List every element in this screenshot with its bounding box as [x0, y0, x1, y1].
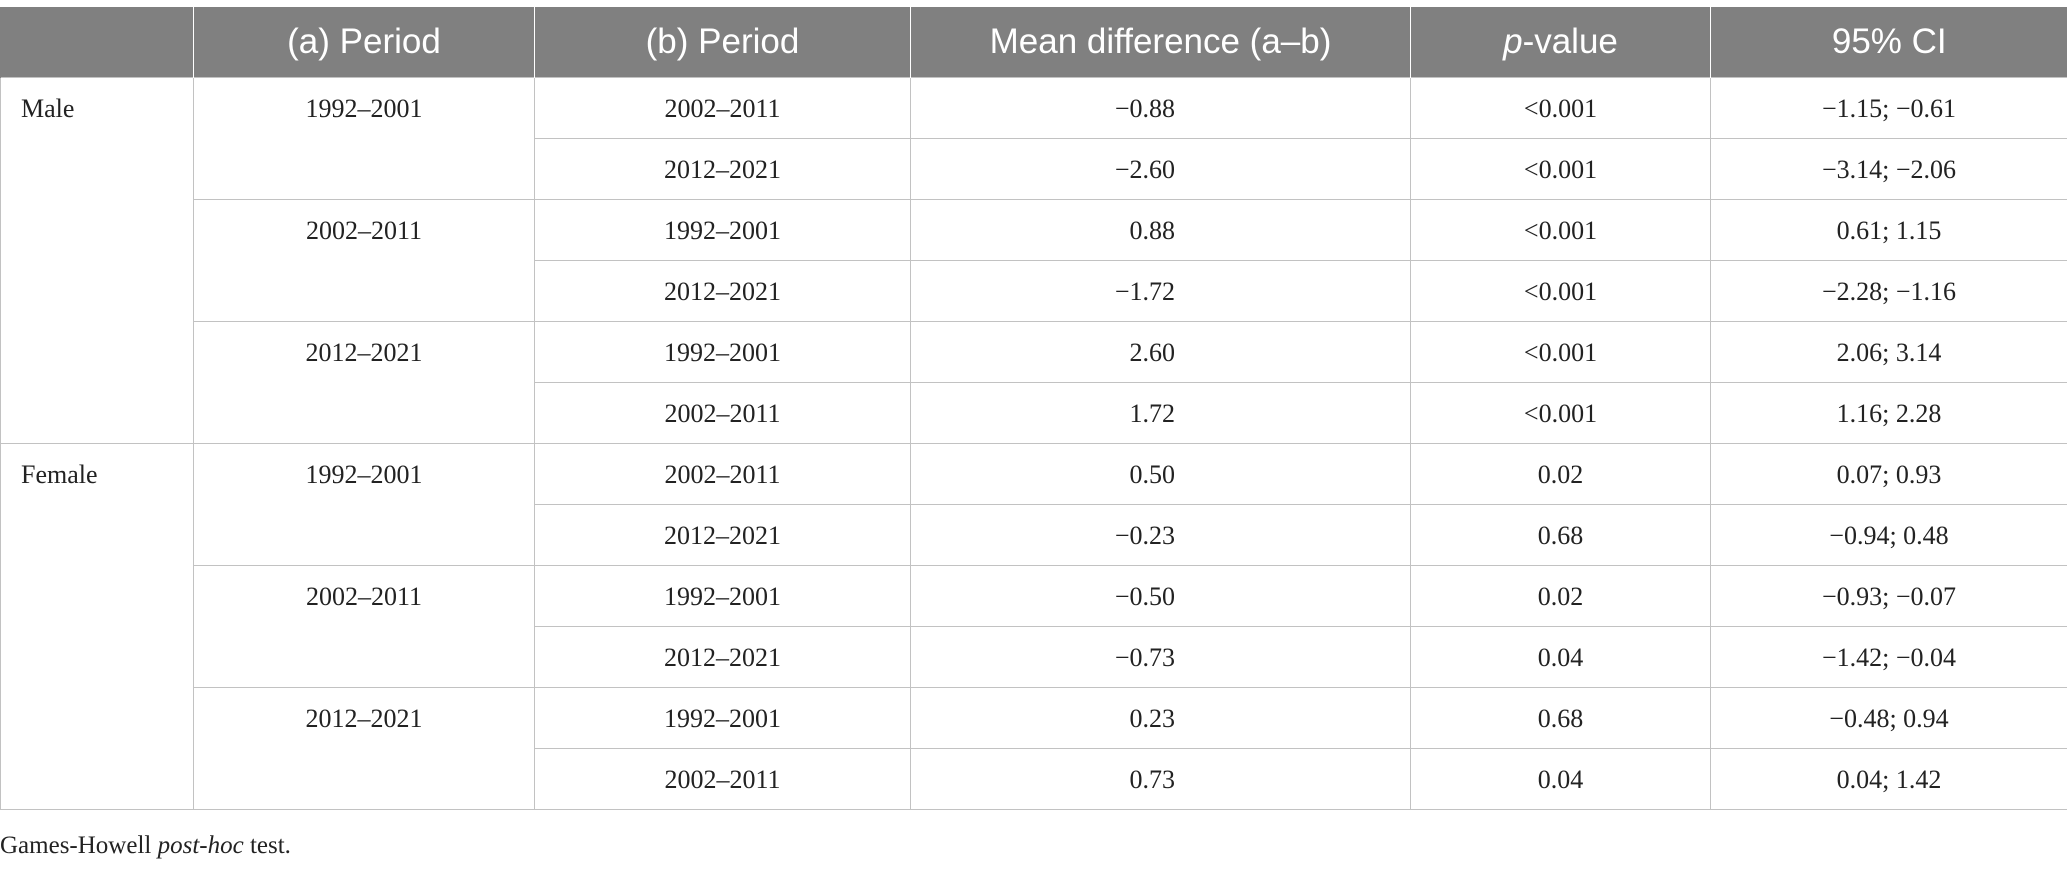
table-row: Male 1992–2001 2002–2011 −0.88 <0.001 −1.15; …	[0, 77, 2067, 444]
p-value-cell: 0.68	[1410, 504, 1711, 566]
table-body: Male 1992–2001 2002–2011 −0.88 <0.001 −1.15; …	[0, 77, 2067, 810]
p-value-cell: 0.02	[1410, 565, 1711, 627]
p-value-cell: 0.02	[1410, 443, 1711, 505]
results-table: (a) Period (b) Period Mean difference (a…	[0, 7, 2067, 810]
ci-cell: 2.06; 3.14	[1710, 321, 2067, 383]
ci-cell: −3.14; −2.06	[1710, 138, 2067, 200]
header-period-b: (b) Period	[534, 7, 911, 78]
mean-difference-cell: 0.50	[910, 443, 1411, 505]
period-a-cell: 1992–2001	[193, 77, 535, 200]
table-row: 2012–2021 −0.73 0.04 −1.42; −0.04	[1, 626, 2067, 688]
period-b-cell: 1992–2001	[534, 199, 911, 261]
period-b-cell: 2002–2011	[534, 77, 911, 139]
period-b-cell: 1992–2001	[534, 565, 911, 627]
period-a-cell: 2002–2011	[193, 565, 535, 688]
p-value-cell: <0.001	[1410, 138, 1711, 200]
ci-cell: −2.28; −1.16	[1710, 260, 2067, 322]
ci-cell: 0.07; 0.93	[1710, 443, 2067, 505]
header-ci: 95% CI	[1710, 7, 2067, 78]
mean-difference-cell: 0.88	[910, 199, 1411, 261]
table-row: 2002–2011 1992–2001 −0.50 0.02 −0.93; −0.07	[1, 565, 2067, 688]
p-value-cell: <0.001	[1410, 382, 1711, 444]
ci-cell: −0.94; 0.48	[1710, 504, 2067, 566]
period-a-cell: 2012–2021	[193, 321, 535, 444]
table-row: 2002–2011 1.72 <0.001 1.16; 2.28	[1, 382, 2067, 444]
period-a-cell: 2002–2011	[193, 199, 535, 322]
period-a-cell: 1992–2001	[193, 443, 535, 566]
footnote-prefix: Games-Howell	[0, 832, 158, 859]
table-row: 2002–2011 1992–2001 0.88 <0.001 0.61; 1.15	[1, 199, 2067, 322]
p-value-cell: <0.001	[1410, 321, 1711, 383]
period-b-cell: 2002–2011	[534, 748, 911, 810]
p-value-cell: <0.001	[1410, 199, 1711, 261]
gender-cell: Male	[0, 77, 194, 444]
mean-difference-cell: 1.72	[910, 382, 1411, 444]
table-row: 2012–2021 −0.23 0.68 −0.94; 0.48	[1, 504, 2067, 566]
p-value-cell: 0.04	[1410, 626, 1711, 688]
mean-difference-cell: −1.72	[910, 260, 1411, 322]
table-header-row: (a) Period (b) Period Mean difference (a…	[0, 7, 2067, 78]
ci-cell: −1.15; −0.61	[1710, 77, 2067, 139]
p-value-cell: <0.001	[1410, 260, 1711, 322]
table-footnote: Games-Howell post-hoc test.	[0, 832, 291, 860]
p-value-cell: <0.001	[1410, 77, 1711, 139]
period-b-cell: 1992–2001	[534, 321, 911, 383]
period-b-cell: 2002–2011	[534, 382, 911, 444]
mean-difference-cell: −2.60	[910, 138, 1411, 200]
p-value-cell: 0.68	[1410, 687, 1711, 749]
period-b-cell: 2012–2021	[534, 504, 911, 566]
period-b-cell: 2012–2021	[534, 626, 911, 688]
ci-cell: −0.93; −0.07	[1710, 565, 2067, 627]
ci-cell: −1.42; −0.04	[1710, 626, 2067, 688]
mean-difference-cell: 0.23	[910, 687, 1411, 749]
gender-cell: Female	[0, 443, 194, 810]
table-row: 2012–2021 1992–2001 0.23 0.68 −0.48; 0.94	[1, 687, 2067, 810]
ci-cell: 0.04; 1.42	[1710, 748, 2067, 810]
period-b-cell: 2012–2021	[534, 138, 911, 200]
header-p-italic: p	[1503, 22, 1523, 61]
mean-difference-cell: 2.60	[910, 321, 1411, 383]
footnote-suffix: test.	[243, 832, 291, 859]
header-mean-difference: Mean difference (a–b)	[910, 7, 1411, 78]
header-gender	[0, 7, 194, 78]
header-p-rest: -value	[1522, 22, 1618, 61]
table-row: 2012–2021 1992–2001 2.60 <0.001 2.06; 3.14	[1, 321, 2067, 444]
mean-difference-cell: −0.50	[910, 565, 1411, 627]
ci-cell: −0.48; 0.94	[1710, 687, 2067, 749]
p-value-cell: 0.04	[1410, 748, 1711, 810]
mean-difference-cell: 0.73	[910, 748, 1411, 810]
period-b-cell: 1992–2001	[534, 687, 911, 749]
mean-difference-cell: −0.23	[910, 504, 1411, 566]
mean-difference-cell: −0.88	[910, 77, 1411, 139]
period-a-cell: 2012–2021	[193, 687, 535, 810]
footnote-italic: post-hoc	[157, 832, 244, 859]
table-row: 2012–2021 −1.72 <0.001 −2.28; −1.16	[1, 260, 2067, 322]
table-row: 2002–2011 0.73 0.04 0.04; 1.42	[1, 748, 2067, 810]
ci-cell: 0.61; 1.15	[1710, 199, 2067, 261]
mean-difference-cell: −0.73	[910, 626, 1411, 688]
period-b-cell: 2012–2021	[534, 260, 911, 322]
header-p-value: p-value	[1410, 7, 1711, 78]
ci-cell: 1.16; 2.28	[1710, 382, 2067, 444]
header-period-a: (a) Period	[193, 7, 535, 78]
table-row: Female 1992–2001 2002–2011 0.50 0.02 0.07; 0.…	[0, 443, 2067, 810]
period-b-cell: 2002–2011	[534, 443, 911, 505]
